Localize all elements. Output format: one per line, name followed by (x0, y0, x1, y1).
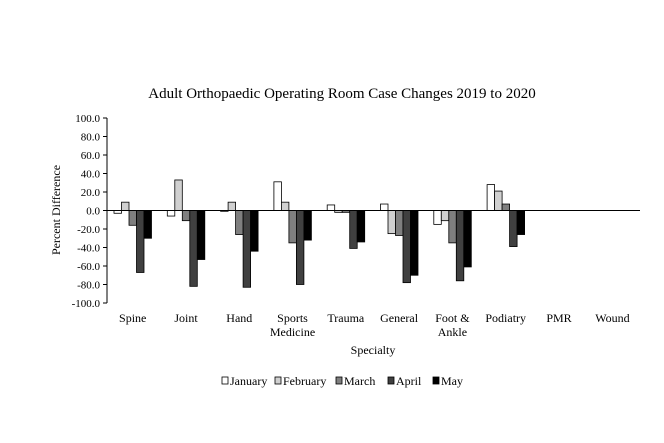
bar-february (440, 210, 450, 222)
y-tick-label: -100.0 (72, 298, 101, 310)
bar-january (273, 181, 282, 211)
bar-march (128, 210, 137, 226)
bar-april (136, 210, 145, 273)
chart-title: Adult Orthopaedic Operating Room Case Ch… (148, 86, 535, 102)
bar-group (113, 179, 525, 288)
bar-april (189, 210, 198, 287)
legend-label: May (441, 374, 463, 388)
bar-march (501, 203, 511, 211)
bar-april (242, 210, 252, 288)
category-label: Ankle (438, 325, 467, 339)
bar-march (181, 210, 191, 222)
bar-may (463, 210, 472, 268)
category-label: Foot & (435, 311, 470, 325)
category-label: Spine (119, 311, 146, 325)
y-tick-label: 20.0 (81, 187, 101, 199)
y-tick-label: 40.0 (81, 169, 101, 181)
x-axis-label: Specialty (351, 343, 396, 357)
legend-label: April (396, 374, 422, 388)
legend-swatch (432, 376, 440, 385)
bar-april (509, 210, 518, 247)
y-tick-label: -20.0 (77, 224, 100, 236)
bar-april (295, 210, 305, 285)
bar-february (227, 201, 237, 211)
legend-label: February (283, 374, 326, 388)
bar-may (303, 210, 312, 241)
y-tick-label: -80.0 (77, 280, 100, 292)
bar-january (326, 204, 336, 211)
category-label: Joint (174, 311, 198, 325)
bar-february (121, 201, 130, 211)
category-label: General (380, 311, 419, 325)
bar-february (387, 210, 396, 235)
y-axis: 100.0 80.0 60.0 40.0 20.0 0.0 -20.0 -40.0 -60.0 -… (72, 113, 107, 310)
legend: January February March April May (221, 374, 463, 388)
category-label: Medicine (270, 325, 315, 339)
bar-may (196, 210, 206, 260)
y-tick-label: 100.0 (75, 113, 100, 125)
legend-swatch (221, 376, 229, 385)
bar-february (174, 179, 183, 211)
category-label: Sports (277, 311, 308, 325)
bar-may (410, 210, 419, 276)
category-label: PMR (546, 311, 571, 325)
category-label: Wound (595, 311, 629, 325)
y-axis-label: Percent Difference (49, 165, 63, 255)
bar-march (395, 210, 404, 236)
bar-april (402, 210, 411, 284)
legend-label: March (344, 374, 375, 388)
bar-may (356, 210, 366, 243)
bar-april (455, 210, 465, 282)
y-tick-label: 60.0 (81, 150, 101, 162)
y-tick-label: 0.0 (86, 206, 100, 218)
category-label: Hand (226, 311, 252, 325)
y-tick-label: -60.0 (77, 261, 100, 273)
category-label: Podiatry (485, 311, 526, 325)
bar-march (235, 210, 244, 235)
y-tick-label: 80.0 (81, 132, 101, 144)
bar-january (433, 210, 442, 225)
legend-label: January (230, 374, 267, 388)
bar-january (380, 203, 389, 211)
y-tick-label: -40.0 (77, 243, 100, 255)
bar-may (143, 210, 152, 239)
legend-swatch (274, 376, 282, 385)
bar-may (516, 210, 525, 235)
bar-january (486, 184, 496, 211)
bar-january (166, 210, 176, 217)
bar-march (288, 210, 297, 244)
bar-april (349, 210, 358, 249)
bar-february (494, 190, 503, 211)
bar-february (280, 201, 290, 211)
legend-swatch (335, 376, 343, 385)
legend-swatch (387, 376, 395, 385)
bar-may (250, 210, 259, 252)
category-label: Trauma (327, 311, 365, 325)
bar-march (448, 210, 457, 244)
